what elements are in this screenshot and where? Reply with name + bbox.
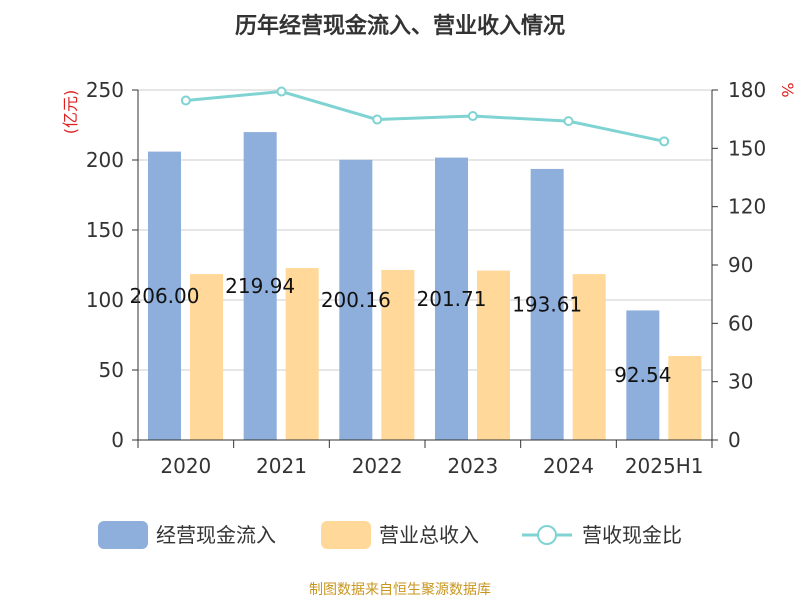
data-label-cash-inflow: 219.94 [225,274,295,298]
bar-cash-inflow [339,159,373,440]
legend-item-cash-inflow: 经营现金流入 [98,521,276,549]
legend-label-ratio: 营收现金比 [582,523,682,547]
ratio-point [276,86,287,97]
bar-cash-inflow [435,157,468,440]
data-label-cash-inflow: 206.00 [130,284,200,308]
legend-item-revenue: 营业总收入 [321,521,479,549]
category-label: 2024 [543,454,594,478]
right-tick-label: 120 [728,195,766,219]
data-labels: 206.00 219.94 200.16 201.71 193.61 92.54 [130,274,672,387]
ratio-point [563,116,574,127]
bar-cash-inflow [148,151,181,440]
ratio-point [659,136,670,147]
left-tick-label: 50 [99,358,124,382]
bar-revenue [381,269,415,440]
ratio-point [467,111,478,122]
category-label: 2022 [352,454,403,478]
left-tick-label: 150 [86,218,124,242]
right-axis-ticks: 0 30 60 90 120 150 180 [728,78,766,452]
legend-label-cash-inflow: 经营现金流入 [156,523,276,547]
left-tick-label: 200 [86,148,124,172]
bar-cash-inflow [243,132,277,441]
right-axis-unit: % [778,82,797,97]
bar-cash-inflow [626,310,660,440]
data-label-cash-inflow: 193.61 [512,292,582,316]
bar-revenue [572,274,606,440]
legend-label-revenue: 营业总收入 [379,523,479,547]
data-label-cash-inflow: 201.71 [417,287,487,311]
bar-revenue [285,268,319,440]
ratio-point [180,95,191,106]
category-label: 2023 [447,454,498,478]
legend: 经营现金流入 营业总收入 营收现金比 [98,521,682,549]
category-labels: 2020 2021 2022 2023 2024 2025H1 [160,454,703,478]
bars [148,132,702,441]
right-tick-label: 0 [728,428,741,452]
left-axis-unit: (亿元) [61,90,80,135]
gridlines [138,89,712,371]
category-label: 2025H1 [625,454,704,478]
right-tick-label: 180 [728,78,766,102]
bar-revenue [190,274,223,440]
bar-revenue [477,270,510,440]
left-tick-label: 0 [111,428,124,452]
source-note: 制图数据来自恒生聚源数据库 [309,582,491,598]
right-tick-label: 30 [728,370,753,394]
legend-swatch-revenue [321,521,371,549]
legend-swatch-cash-inflow [98,521,148,549]
data-label-cash-inflow: 92.54 [614,363,671,387]
category-label: 2021 [256,454,307,478]
ratio-point [372,114,383,125]
left-axis-ticks: 0 50 100 150 200 250 [86,78,124,452]
right-tick-label: 150 [728,136,766,160]
axes [132,89,718,448]
chart-title: 历年经营现金流入、营业收入情况 [235,13,565,39]
bar-cash-inflow [530,168,564,441]
right-tick-label: 90 [728,253,753,277]
left-tick-label: 100 [86,288,124,312]
ratio-line [180,86,670,147]
right-tick-label: 60 [728,311,753,335]
legend-item-ratio: 营收现金比 [522,523,682,547]
left-tick-label: 250 [86,78,124,102]
category-label: 2020 [160,454,211,478]
bar-revenue [668,356,702,440]
data-label-cash-inflow: 200.16 [321,288,391,312]
legend-marker-ratio [537,525,557,545]
ratio-polyline [185,90,665,143]
